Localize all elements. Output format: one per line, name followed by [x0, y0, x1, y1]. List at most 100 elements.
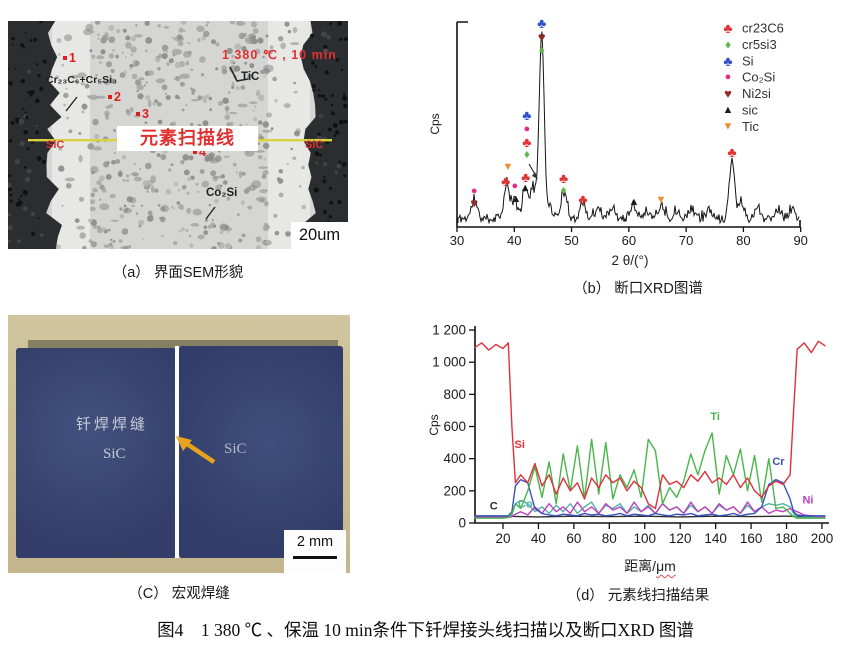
svg-text:40: 40 [531, 531, 546, 546]
svg-text:Tic: Tic [742, 119, 759, 134]
svg-text:80: 80 [602, 531, 617, 546]
svg-text:100: 100 [633, 531, 656, 546]
svg-text:sic: sic [742, 103, 758, 118]
point-marker-1: 1 [63, 51, 76, 65]
svg-text:Cps: Cps [427, 414, 441, 435]
svg-text:♣: ♣ [727, 144, 736, 160]
micron-unit: μm [656, 558, 676, 574]
line-scan-chart: 0 200 400 600 800 1 000 1 200 20 40 60 80 100 120 140… [427, 323, 833, 546]
scale-bar-20um: 20um [291, 222, 348, 249]
svg-text:▲: ▲ [520, 182, 531, 194]
scale-bar-2mm: 2 mm [284, 530, 346, 573]
svg-text:C: C [490, 500, 498, 512]
svg-text:▼: ▼ [723, 120, 734, 132]
svg-text:30: 30 [450, 233, 464, 248]
phase-label-cr23c6-cr5si3: Cr₂₃C₆+Cr₅Si₃ [46, 74, 117, 86]
svg-text:●: ● [725, 71, 732, 83]
photo-shadow-strip [28, 340, 338, 349]
svg-text:●: ● [524, 123, 531, 135]
svg-text:200: 200 [443, 483, 466, 498]
caption-panel-d: （d） 元素线扫描结果 [566, 588, 710, 604]
svg-text:cr23C6: cr23C6 [742, 21, 784, 36]
marker-dot-icon [63, 56, 67, 60]
phase-label-tic: TiC [241, 71, 260, 83]
sic-label-right: SiC [224, 441, 247, 457]
point-marker-2: 2 [108, 90, 121, 104]
svg-text:♣: ♣ [501, 173, 510, 189]
svg-text:●: ● [471, 185, 478, 197]
svg-text:400: 400 [443, 451, 466, 466]
svg-text:90: 90 [793, 233, 807, 248]
svg-text:♣: ♣ [559, 170, 568, 186]
phase-label-co2si: Co₂Si [206, 187, 238, 199]
scale-bar-line [293, 556, 337, 559]
svg-text:800: 800 [443, 387, 466, 402]
scale-bar-text: 2 mm [296, 534, 334, 550]
caption-panel-a: （a） 界面SEM形貌 [112, 265, 244, 281]
svg-text:160: 160 [740, 531, 763, 546]
svg-text:80: 80 [736, 233, 750, 248]
svg-text:♣: ♣ [537, 15, 546, 31]
svg-text:Si: Si [742, 53, 754, 68]
scan-line-label-box: 元素扫描线 [117, 126, 258, 151]
svg-text:Cr: Cr [772, 456, 785, 468]
annotation-temperature-time: 1 380 ℃ , 10 min [222, 48, 337, 62]
sic-sample-left [16, 348, 176, 558]
marker-dot-icon [193, 150, 197, 154]
svg-text:▲: ▲ [511, 193, 522, 205]
sic-label-left: SiC [46, 139, 65, 151]
svg-text:♥: ♥ [470, 196, 478, 211]
svg-text:120: 120 [669, 531, 692, 546]
svg-text:140: 140 [704, 531, 727, 546]
svg-text:♣: ♣ [522, 107, 531, 123]
panel-c-macro-photo: 钎焊焊缝 SiC SiC 2 mm [8, 315, 350, 573]
svg-text:♦: ♦ [725, 37, 731, 51]
svg-text:cr5si3: cr5si3 [742, 37, 777, 52]
sic-sample-right [179, 346, 343, 558]
arrow-icon [176, 436, 216, 464]
svg-text:♥: ♥ [724, 86, 732, 101]
marker-dot-icon [136, 112, 140, 116]
svg-text:♣: ♣ [521, 169, 530, 185]
svg-text:1 200: 1 200 [432, 323, 466, 338]
svg-text:▲: ▲ [723, 104, 734, 116]
weld-seam-label: 钎焊焊缝 [76, 416, 149, 433]
svg-text:▼: ▼ [503, 161, 514, 173]
svg-text:♣: ♣ [522, 134, 531, 150]
svg-text:60: 60 [622, 233, 636, 248]
svg-text:Si: Si [515, 439, 525, 451]
panel-b-xrd-pattern: 30 40 50 60 70 80 90 Cps ● ♥ ▼ ♣ ● ▲ ▲ ♣ ● ♣ ♦ ♣ ♦ ♥ ♣ ♣ ♦ ♣ ▲ ▼ ♣ ♣ c… [425, 0, 851, 300]
sic-label-right: SiC [305, 139, 324, 151]
svg-text:20: 20 [495, 531, 510, 546]
line-scan-x-axis-label: 距离/μm [624, 558, 676, 574]
svg-text:♦: ♦ [560, 183, 566, 197]
svg-text:180: 180 [775, 531, 798, 546]
svg-text:♣: ♣ [723, 20, 732, 36]
marker-dot-icon [108, 95, 112, 99]
svg-text:Co: Co [518, 499, 533, 511]
point-marker-3: 3 [136, 107, 149, 121]
svg-text:70: 70 [679, 233, 693, 248]
svg-text:0: 0 [458, 516, 466, 531]
svg-text:♣: ♣ [578, 191, 587, 207]
figure-caption: 图4 1 380 ℃ 、保温 10 min条件下钎焊接头线扫描以及断口XRD 图… [157, 620, 694, 640]
svg-text:●: ● [512, 180, 519, 192]
svg-text:Ti: Ti [710, 411, 720, 423]
svg-text:40: 40 [507, 233, 521, 248]
svg-text:Co₂Si: Co₂Si [742, 70, 775, 85]
svg-text:♦: ♦ [539, 43, 545, 57]
caption-panel-c: （C） 宏观焊缝 [128, 586, 230, 602]
svg-text:Cps: Cps [428, 113, 442, 134]
panel-d-line-scan-chart: 0 200 400 600 800 1 000 1 200 20 40 60 80 100 120 140… [425, 313, 851, 618]
svg-text:Ni2si: Ni2si [742, 86, 771, 101]
point-marker-4: 4 [193, 145, 206, 159]
svg-text:♣: ♣ [723, 53, 732, 69]
svg-text:▼: ▼ [655, 194, 666, 206]
svg-text:600: 600 [443, 419, 466, 434]
weld-seam-line [175, 346, 179, 558]
svg-text:60: 60 [566, 531, 581, 546]
sic-label-left: SiC [103, 446, 126, 462]
panel-a-sem-micrograph: 1 380 ℃ , 10 min 1 2 3 4 Cr₂₃C₆+Cr₅Si₃ T… [8, 21, 348, 249]
